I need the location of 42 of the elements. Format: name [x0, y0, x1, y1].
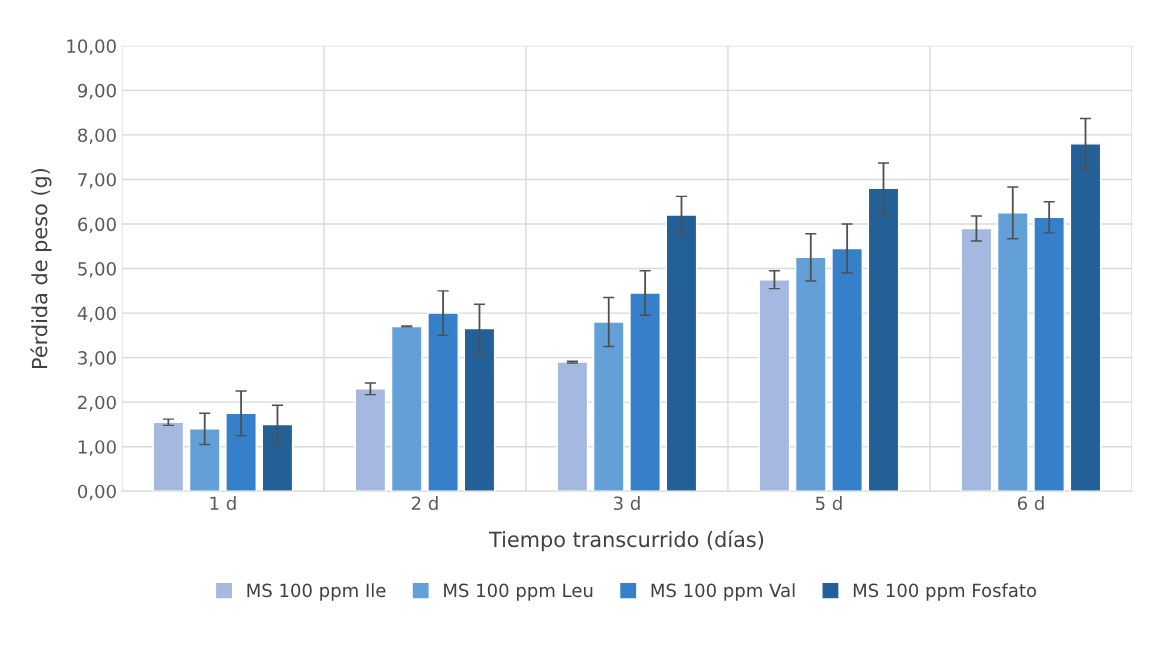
bar — [427, 312, 459, 492]
y-tick-label: 3,00 — [78, 351, 116, 367]
legend-label: MS 100 ppm Fosfato — [853, 583, 1037, 601]
legend-label: MS 100 ppm Val — [651, 583, 795, 601]
y-tick-label: 7,00 — [78, 172, 116, 189]
bar — [592, 321, 625, 492]
y-tick-label: 9,00 — [77, 83, 116, 100]
y-tick-label: 4,00 — [77, 306, 116, 323]
x-tick-label: 5 d — [816, 496, 842, 511]
legend-label: MS 100 ppm Ile — [247, 583, 386, 601]
bar — [831, 247, 863, 492]
y-tick-label: 1,00 — [78, 440, 116, 456]
y-tick-label: 10,00 — [67, 39, 116, 55]
bar — [665, 214, 698, 492]
bar — [556, 361, 589, 492]
y-axis-title: Pérdida de peso (g) — [30, 168, 52, 368]
y-tick-label: 2,00 — [78, 395, 116, 412]
x-tick-label: 3 d — [613, 496, 640, 511]
bar — [960, 227, 993, 492]
x-tick-label: 2 d — [411, 496, 438, 511]
bar — [629, 292, 661, 492]
bar — [758, 278, 791, 492]
bar — [225, 412, 257, 492]
legend-label: MS 100 ppm Leu — [444, 583, 593, 601]
x-tick-label: 6 d — [1017, 496, 1044, 511]
y-tick-label: 6,00 — [78, 217, 116, 233]
bar — [152, 421, 185, 492]
bar — [996, 212, 1029, 492]
bar — [1033, 216, 1065, 492]
bar — [261, 423, 294, 492]
y-tick-label: 5,00 — [78, 262, 116, 278]
bar — [463, 327, 496, 492]
bar — [390, 325, 423, 492]
bar — [794, 256, 827, 492]
y-tick-label: 0,00 — [78, 484, 116, 501]
y-tick-label: 8,00 — [78, 128, 116, 144]
bar — [1069, 143, 1102, 492]
bar — [354, 388, 387, 492]
bar — [867, 187, 900, 492]
x-tick-label: 1 d — [210, 496, 236, 511]
x-axis-title: Tiempo transcurrido (días) — [488, 530, 764, 552]
bar — [188, 428, 221, 492]
